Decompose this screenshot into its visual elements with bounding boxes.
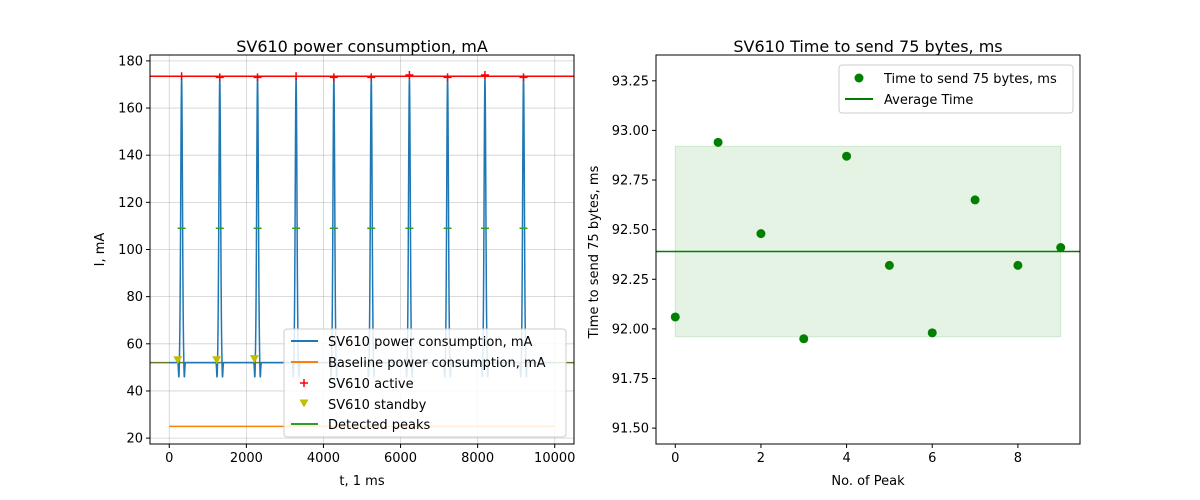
chart2-x-tick-label: 8 [1014, 451, 1022, 466]
chart2-y-tick-label: 91.75 [612, 372, 649, 387]
active-point-marker [177, 72, 186, 81]
time-point [1056, 243, 1066, 253]
chart1-y-tick-label: 120 [118, 196, 143, 211]
chart1-x-tick-label: 6000 [384, 451, 417, 466]
chart2-y-tick-label: 91.50 [612, 422, 649, 437]
legend-label-active: SV610 active [328, 377, 414, 392]
chart2-x-tick-label: 0 [671, 451, 679, 466]
time-point [756, 229, 766, 239]
chart1-x-axis-label: t, 1 ms [339, 474, 384, 489]
chart1-x-ticks: 0 2000 4000 6000 8000 10000 [165, 444, 575, 466]
chart2-y-ticks: 91.50 91.75 92.00 92.25 92.50 92.75 93.00 93.25 [612, 74, 656, 437]
chart2-legend-box [838, 64, 1074, 114]
active-point-marker [480, 71, 489, 80]
active-point-marker [329, 73, 338, 82]
chart2-y-tick-label: 92.75 [612, 174, 649, 189]
time-point [970, 195, 980, 205]
active-point-marker [215, 73, 224, 82]
active-point-marker [405, 71, 414, 80]
standby-point-marker [249, 355, 259, 364]
chart2-plot-area [656, 137, 1080, 344]
chart1-x-tick-label: 4000 [307, 451, 340, 466]
chart2-x-ticks: 0 2 4 6 8 [671, 444, 1022, 466]
chart2-y-tick-label: 92.25 [612, 273, 649, 288]
power-consumption-chart: SV610 power consumption, mA 0 2000 4000 600… [93, 37, 575, 489]
legend-label-time: Time to send 75 bytes, ms [883, 72, 1057, 87]
chart1-y-tick-label: 40 [126, 384, 143, 399]
time-point [799, 334, 809, 344]
chart1-y-tick-label: 180 [118, 54, 143, 69]
time-point [1013, 260, 1023, 270]
chart2-y-tick-label: 92.50 [612, 223, 649, 238]
chart1-y-axis-label: I, mA [93, 233, 108, 267]
chart1-y-tick-label: 80 [126, 290, 143, 305]
chart2-x-axis-label: No. of Peak [831, 474, 905, 489]
legend-swatch-time [854, 73, 864, 83]
chart2-y-tick-label: 93.25 [612, 74, 649, 89]
chart2-x-tick-label: 2 [757, 451, 765, 466]
send-time-chart: SV610 Time to send 75 bytes, ms 0 2 4 6 8 91… [587, 37, 1081, 489]
chart1-legend-box [283, 328, 567, 438]
chart2-y-tick-label: 93.00 [612, 124, 649, 139]
chart1-frame [149, 54, 575, 445]
chart2-y-tick-label: 92.00 [612, 322, 649, 337]
chart1-x-tick-label: 10000 [534, 451, 575, 466]
time-point [927, 328, 937, 338]
standby-point-marker [212, 356, 222, 365]
chart1-y-tick-label: 100 [118, 243, 143, 258]
legend-label-peaks: Detected peaks [328, 418, 430, 433]
chart2-x-tick-label: 6 [928, 451, 936, 466]
legend-label-power: SV610 power consumption, mA [328, 335, 533, 350]
time-point [884, 260, 894, 270]
active-point-marker [292, 72, 301, 81]
legend-swatch-active [300, 379, 308, 387]
time-point [670, 312, 680, 322]
standby-point-marker [173, 356, 183, 365]
chart2-legend: Time to send 75 bytes, ms Average Time [838, 64, 1074, 114]
chart2-frame [655, 54, 1081, 445]
active-point-marker [443, 73, 452, 82]
active-point-marker [519, 73, 528, 82]
chart1-x-tick-label: 0 [165, 451, 173, 466]
time-point [713, 137, 723, 147]
active-point-marker [253, 73, 262, 82]
legend-label-average: Average Time [884, 93, 973, 108]
chart1-x-tick-label: 8000 [461, 451, 494, 466]
chart1-y-tick-label: 20 [126, 432, 143, 447]
chart2-x-tick-label: 4 [842, 451, 850, 466]
chart2-title: SV610 Time to send 75 bytes, ms [733, 37, 1002, 56]
legend-swatch-standby [299, 399, 309, 408]
chart1-legend: SV610 power consumption, mA Baseline pow… [283, 328, 567, 438]
chart1-y-tick-label: 160 [118, 102, 143, 117]
chart2-y-axis-label: Time to send 75 bytes, ms [587, 165, 602, 339]
chart1-title: SV610 power consumption, mA [236, 37, 488, 56]
chart1-y-tick-label: 140 [118, 149, 143, 164]
min-max-band [674, 145, 1062, 338]
legend-label-standby: SV610 standby [328, 398, 427, 413]
time-point [842, 151, 852, 161]
legend-label-baseline: Baseline power consumption, mA [328, 356, 546, 371]
chart1-y-ticks: 20 40 60 80 100 120 140 160 180 [118, 54, 150, 447]
chart1-x-tick-label: 2000 [230, 451, 263, 466]
active-point-marker [367, 73, 376, 82]
chart1-y-tick-label: 60 [126, 337, 143, 352]
